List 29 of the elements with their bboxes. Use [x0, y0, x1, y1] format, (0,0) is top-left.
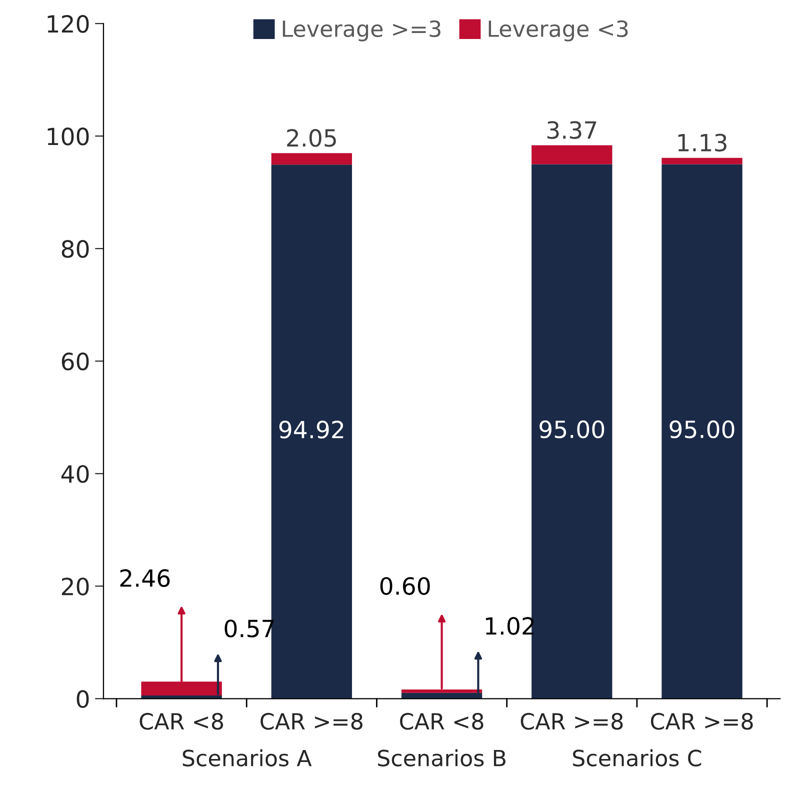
legend-label: Leverage <3 — [488, 20, 628, 42]
data-label: 2.05 — [287, 128, 336, 147]
data-label: 0.60 — [380, 577, 430, 595]
y-tick-label: 100 — [48, 128, 89, 146]
y-tick-label: 120 — [48, 14, 89, 33]
bar — [532, 145, 612, 164]
y-tick-label: 40 — [61, 465, 89, 483]
y-tick-label: 0 — [76, 690, 89, 708]
data-label: 95.00 — [670, 420, 734, 438]
data-label: 94.92 — [279, 420, 344, 438]
text: Scenarios B — [378, 749, 506, 766]
text: Scenarios A — [182, 749, 312, 766]
bar — [662, 164, 742, 699]
x-tick-label: CAR >=8 — [260, 712, 362, 730]
data-label: 95.00 — [540, 420, 604, 438]
x-tick-label: CAR >=8 — [650, 712, 753, 730]
bar — [271, 153, 352, 165]
x-tick-label: CAR <8 — [400, 712, 484, 730]
data-label: 2.46 — [120, 569, 170, 588]
y-tick-label: 60 — [62, 352, 89, 370]
y-tick-label: 20 — [62, 578, 89, 596]
data-label: 3.37 — [547, 121, 596, 139]
x-tick-label: CAR <8 — [140, 712, 224, 730]
legend-label: Leverage >=3 — [282, 20, 440, 42]
y-tick-label: 80 — [62, 240, 89, 258]
bar — [662, 158, 742, 164]
data-label: 1.13 — [678, 134, 726, 152]
text: Scenarios C — [573, 749, 702, 766]
x-tick-label: CAR >=8 — [520, 712, 623, 730]
